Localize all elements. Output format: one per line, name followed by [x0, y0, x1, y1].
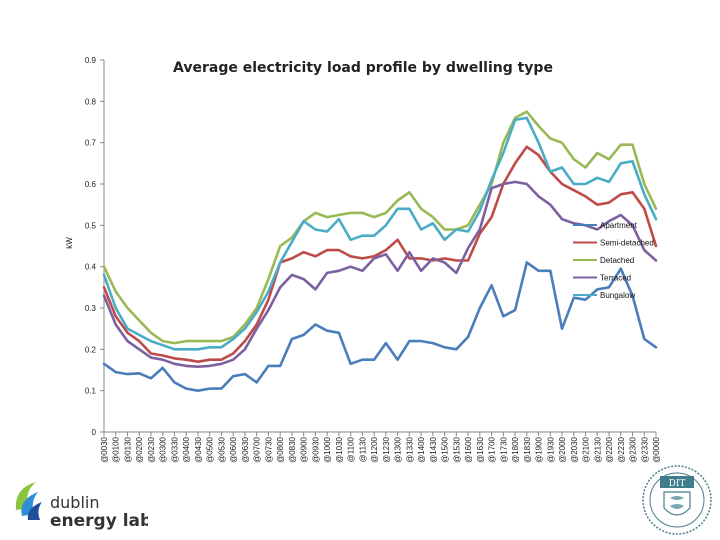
x-tick-label: @1730 [499, 436, 508, 462]
x-tick-label: @0000 [652, 436, 661, 462]
x-tick-label: @0600 [229, 436, 238, 462]
series-layer [102, 110, 658, 393]
logo-text-energy-lab: energy lab. [50, 511, 148, 531]
x-tick-label: @0230 [147, 436, 156, 462]
legend-label: Apartment [600, 221, 638, 230]
swirl-icon [15, 482, 42, 520]
crest-icon [663, 491, 691, 516]
y-tick-label: 0.2 [85, 345, 97, 354]
x-tick-label: @2030 [570, 436, 579, 462]
logo-text-dit: DIT [669, 479, 686, 489]
x-tick-label: @2300 [629, 436, 638, 462]
x-tick-label: @1630 [476, 436, 485, 462]
x-tick-label: @2130 [593, 436, 602, 462]
x-tick-label: @1700 [488, 436, 497, 462]
x-tick-label: @1930 [546, 436, 555, 462]
x-tick-label: @1500 [441, 436, 450, 462]
y-tick-label: 0.9 [85, 56, 97, 65]
x-tick-label: @2230 [617, 436, 626, 462]
legend-label: Semi-detached [600, 239, 654, 248]
legend-label: Detached [600, 256, 634, 265]
x-tick-label: @0800 [276, 436, 285, 462]
dit-seal-logo: DIT [642, 465, 712, 535]
x-tick-label: @1300 [394, 436, 403, 462]
series-line-semi-detached [102, 145, 658, 364]
series-line-apartment [102, 261, 658, 393]
x-tick-label: @0530 [217, 436, 226, 462]
x-tick-label: @1130 [358, 436, 367, 462]
x-tick-label: @0300 [159, 436, 168, 462]
x-tick-label: @1100 [347, 436, 356, 462]
y-tick-label: 0.8 [85, 97, 97, 106]
y-tick-label: 0.3 [85, 304, 97, 313]
x-tick-label: @1430 [429, 436, 438, 462]
x-tick-label: @1400 [417, 436, 426, 462]
x-tick-label: @0100 [112, 436, 121, 462]
y-tick-label: 0.5 [85, 221, 97, 230]
y-tick-label: 0.4 [85, 263, 97, 272]
x-axis: @0030 @0100 @0130 @0200 @0230 @0300 @0330 @0400… [100, 431, 661, 463]
y-tick-label: 0.7 [85, 139, 97, 148]
series-line-bungalow [102, 116, 658, 351]
x-tick-label: @1530 [452, 436, 461, 462]
y-axis-label: kW [65, 237, 74, 249]
logo-text-dublin: dublin [50, 493, 99, 512]
y-axis: 0 0.1 0.2 0.3 0.4 0.5 0.6 0.7 0.8 0.9 [85, 56, 105, 437]
x-tick-label: @1030 [335, 436, 344, 462]
x-tick-label: @1230 [382, 436, 391, 462]
x-tick-label: @1200 [370, 436, 379, 462]
x-tick-label: @2200 [605, 436, 614, 462]
x-tick-label: @0200 [135, 436, 144, 462]
x-tick-label: @2100 [582, 436, 591, 462]
x-tick-label: @1830 [523, 436, 532, 462]
x-tick-label: @0500 [206, 436, 215, 462]
series-line-detached [102, 110, 658, 345]
series-line-terraced [102, 180, 658, 369]
legend-label: Terraced [600, 274, 631, 283]
x-tick-label: @0030 [100, 436, 109, 462]
dublin-energy-lab-logo: dublin energy lab. [15, 482, 148, 531]
x-tick-label: @1330 [405, 436, 414, 462]
x-tick-label: @1900 [535, 436, 544, 462]
chart-title: Average electricity load profile by dwel… [173, 60, 553, 76]
x-tick-label: @0900 [300, 436, 309, 462]
x-tick-label: @1000 [323, 436, 332, 462]
legend-label: Bungalow [600, 291, 635, 300]
x-tick-label: @1800 [511, 436, 520, 462]
y-tick-label: 0 [92, 428, 97, 437]
x-tick-label: @0730 [264, 436, 273, 462]
x-tick-label: @0400 [182, 436, 191, 462]
legend: Apartment Semi-detached Detached Terraced Bu… [573, 221, 654, 300]
y-tick-label: 0.1 [85, 387, 97, 396]
x-tick-label: @0700 [253, 436, 262, 462]
x-tick-label: @0930 [311, 436, 320, 462]
x-tick-label: @1600 [464, 436, 473, 462]
x-tick-label: @0130 [123, 436, 132, 462]
y-tick-label: 0.6 [85, 180, 97, 189]
x-tick-label: @0830 [288, 436, 297, 462]
x-tick-label: @0430 [194, 436, 203, 462]
x-tick-label: @2330 [640, 436, 649, 462]
x-tick-label: @0330 [170, 436, 179, 462]
x-tick-label: @0630 [241, 436, 250, 462]
x-tick-label: @2000 [558, 436, 567, 462]
